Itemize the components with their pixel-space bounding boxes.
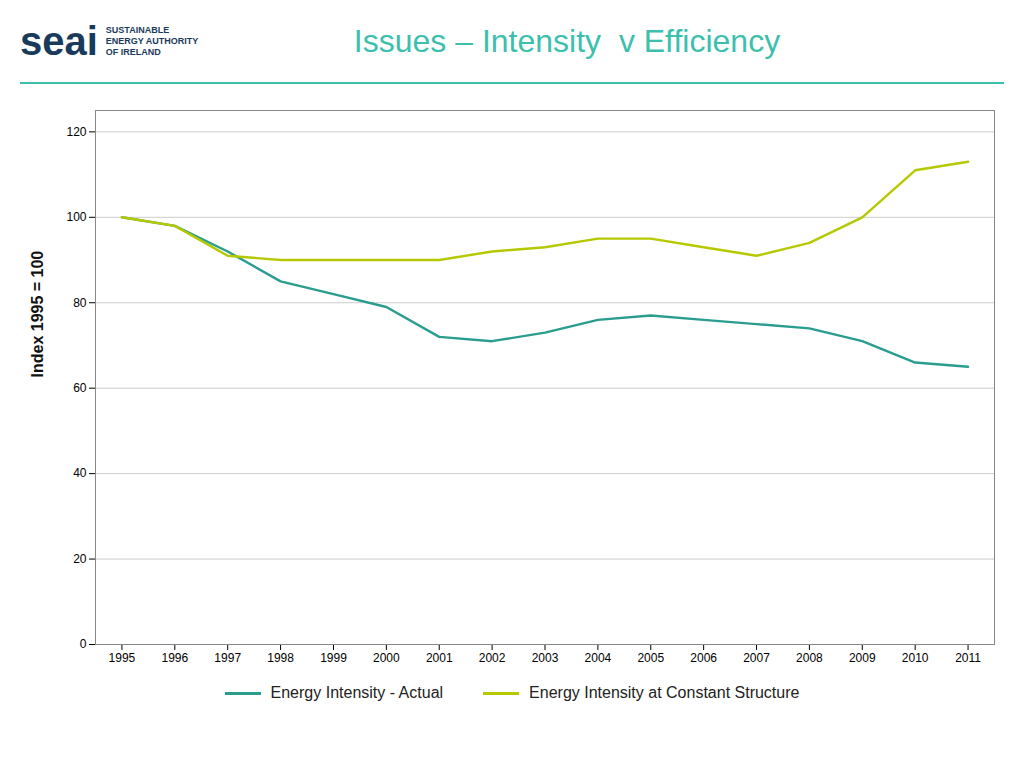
svg-text:2001: 2001: [426, 651, 453, 665]
svg-text:2008: 2008: [796, 651, 823, 665]
svg-text:100: 100: [66, 210, 86, 224]
html-text:OF IRELAND: OF IRELAND: [105, 46, 161, 57]
svg-text:2009: 2009: [849, 651, 876, 665]
html-text:SUSTAINABLE: SUSTAINABLE: [105, 24, 170, 35]
svg-text:0: 0: [80, 637, 87, 651]
svg-text:20: 20: [73, 552, 87, 566]
svg-text:2007: 2007: [743, 651, 770, 665]
svg-text:1995: 1995: [109, 651, 136, 665]
html-text:Energy Intensity at Constant S: Energy Intensity at Constant Structure: [529, 684, 800, 701]
svg-text:1999: 1999: [320, 651, 347, 665]
html-text:Issues – Intensity v Efficienc: Issues – Intensity v Efficiency: [353, 22, 781, 59]
svg-text:2000: 2000: [373, 651, 400, 665]
svg-text:2002: 2002: [479, 651, 506, 665]
svg-text:2004: 2004: [585, 651, 612, 665]
svg-text:2010: 2010: [902, 651, 929, 665]
svg-text:1997: 1997: [214, 651, 241, 665]
svg-text:2011: 2011: [955, 651, 981, 665]
svg-text:40: 40: [73, 466, 87, 480]
html-text:seai: seai: [20, 18, 98, 63]
svg-text:80: 80: [73, 296, 87, 310]
svg-text:1998: 1998: [267, 651, 294, 665]
svg-text:60: 60: [73, 381, 87, 395]
svg-text:2005: 2005: [637, 651, 664, 665]
html-text:ENERGY AUTHORITY: ENERGY AUTHORITY: [105, 35, 199, 46]
html-text:Energy Intensity - Actual: Energy Intensity - Actual: [270, 684, 444, 701]
svg-text:2006: 2006: [690, 651, 717, 665]
svg-text:120: 120: [66, 125, 86, 139]
svg-text:1996: 1996: [161, 651, 188, 665]
svg-text:2003: 2003: [532, 651, 559, 665]
svg-text:Index 1995 = 100: Index 1995 = 100: [29, 251, 46, 378]
